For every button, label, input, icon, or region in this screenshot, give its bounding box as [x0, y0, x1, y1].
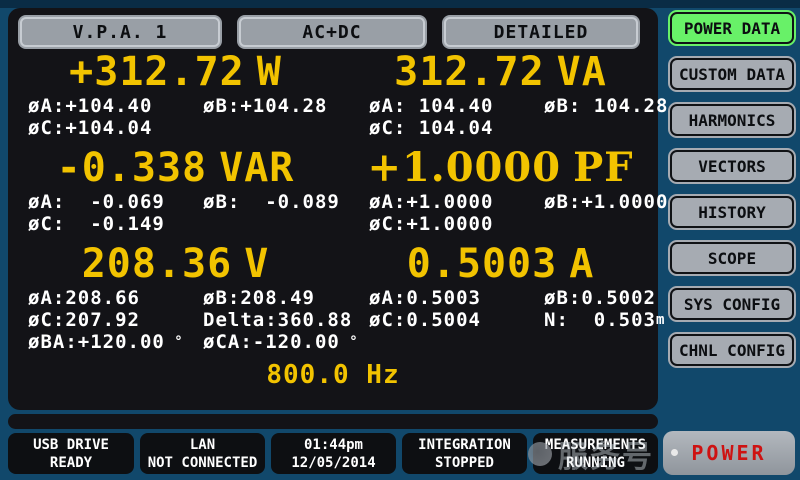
frequency-value: 800.0 Hz: [266, 360, 400, 390]
phase-reading: øA:+1.0000: [369, 191, 494, 213]
sidebar-menu: POWER DATA CUSTOM DATA HARMONICS VECTORS…: [668, 10, 796, 378]
sidebar-item-sys-config[interactable]: SYS CONFIG: [668, 286, 796, 322]
phase-reading: øCA:-120.00 °: [203, 331, 359, 353]
amps-value: 0.5003 A: [343, 241, 658, 287]
watts-unit: W: [256, 49, 282, 95]
va-section: 312.72 VA øA: 104.40 øB: 104.28 øC: 104.0…: [343, 49, 667, 139]
phase-reading: øA: -0.069: [28, 191, 165, 213]
volts-value: 208.36 V: [8, 241, 343, 287]
power-button-label: POWER: [691, 441, 767, 465]
pf-number: +1.0000: [367, 144, 562, 191]
var-phases: øA: -0.069 øB: -0.089 øC: -0.149: [8, 191, 343, 235]
phase-reading: øC: -0.149: [28, 213, 165, 235]
phase-reading: øC:207.92: [28, 309, 140, 331]
var-section: -0.338 VAR øA: -0.069 øB: -0.089 øC: -0.1…: [8, 139, 343, 235]
measurement-panel: V.P.A. 1 AC+DC DETAILED +312.72 W øA:+104…: [8, 8, 667, 410]
phase-reading: øB: -0.089: [203, 191, 340, 213]
var-value: -0.338 VAR: [8, 145, 343, 191]
phase-reading: øC:0.5004: [369, 309, 481, 331]
power-led-dot: [671, 449, 678, 456]
volts-phases: øA:208.66 øB:208.49 øC:207.92 Delta:360.…: [8, 287, 358, 353]
phase-reading: øB:0.5002: [544, 287, 656, 309]
var-number: -0.338: [56, 145, 208, 191]
sidebar-item-custom-data[interactable]: CUSTOM DATA: [668, 56, 796, 92]
watts-section: +312.72 W øA:+104.40 øB:+104.28 øC:+104.0…: [8, 49, 343, 139]
phase-reading: øB: 104.28: [544, 95, 669, 117]
status-integration[interactable]: INTEGRATION STOPPED: [402, 433, 527, 474]
phase-reading: øA: 104.40: [369, 95, 494, 117]
tab-detailed-label: DETAILED: [444, 17, 638, 47]
sidebar-item-vectors[interactable]: VECTORS: [668, 148, 796, 184]
watts-value: +312.72 W: [8, 49, 343, 95]
var-unit: VAR: [219, 145, 295, 191]
phase-reading: øBA:+120.00 °: [28, 331, 184, 353]
sidebar-item-chnl-config[interactable]: CHNL CONFIG: [668, 332, 796, 368]
status-bar: USB DRIVE READY LAN NOT CONNECTED 01:44p…: [8, 433, 658, 474]
amps-section: 0.5003 A øA:0.5003 øB:0.5002 øC:0.5004 N:…: [343, 235, 664, 353]
volts-section: 208.36 V øA:208.66 øB:208.49 øC:207.92 De…: [8, 235, 358, 353]
phase-reading: øC:+104.04: [28, 117, 153, 139]
phase-reading: øA:208.66: [28, 287, 140, 309]
phase-reading: øA:+104.40: [28, 95, 153, 117]
tab-ac-dc[interactable]: AC+DC: [237, 15, 427, 49]
status-lan[interactable]: LAN NOT CONNECTED: [140, 433, 265, 474]
amps-unit: A: [569, 241, 595, 287]
phase-reading: øA:0.5003: [369, 287, 481, 309]
pf-unit: PF: [573, 144, 634, 191]
amps-phases: øA:0.5003 øB:0.5002 øC:0.5004 N: 0.503m: [343, 287, 664, 331]
readings-grid: +312.72 W øA:+104.40 øB:+104.28 øC:+104.0…: [8, 49, 667, 353]
pf-section: +1.0000 PF øA:+1.0000 øB:+1.0000 øC:+1.00…: [343, 139, 667, 236]
status-usb-drive[interactable]: USB DRIVE READY: [8, 433, 134, 474]
phase-reading: øB:208.49: [203, 287, 315, 309]
sidebar-item-scope[interactable]: SCOPE: [668, 240, 796, 276]
tab-vpa1[interactable]: V.P.A. 1: [18, 15, 222, 49]
watts-number: +312.72: [69, 49, 245, 95]
phase-reading: øB:+1.0000: [544, 191, 669, 213]
pf-phases: øA:+1.0000 øB:+1.0000 øC:+1.0000: [343, 191, 667, 235]
sidebar-item-power-data[interactable]: POWER DATA: [668, 10, 796, 46]
power-button[interactable]: POWER: [663, 431, 795, 475]
phase-reading: øC: 104.04: [369, 117, 494, 139]
sidebar-item-history[interactable]: HISTORY: [668, 194, 796, 230]
top-edge-shade: [0, 0, 800, 8]
status-clock[interactable]: 01:44pm 12/05/2014: [271, 433, 396, 474]
watts-phases: øA:+104.40 øB:+104.28 øC:+104.04: [8, 95, 343, 139]
volts-number: 208.36: [81, 241, 233, 287]
clock-time: 01:44pm: [303, 436, 363, 453]
status-measurements[interactable]: MEASUREMENTS RUNNING: [533, 433, 658, 474]
phase-reading: øB:+104.28: [203, 95, 328, 117]
va-number: 312.72: [394, 49, 545, 95]
sidebar-item-harmonics[interactable]: HARMONICS: [668, 102, 796, 138]
tab-vpa1-label: V.P.A. 1: [20, 17, 220, 47]
phase-reading: N: 0.503m: [544, 309, 666, 331]
phase-reading: øC:+1.0000: [369, 213, 494, 235]
va-value: 312.72 VA: [343, 49, 658, 95]
tab-ac-dc-label: AC+DC: [239, 17, 425, 47]
phase-reading: Delta:360.88: [203, 309, 353, 331]
pf-value: +1.0000 PF: [343, 145, 658, 191]
va-unit: VA: [556, 49, 607, 95]
message-strip: [8, 414, 658, 429]
tab-detailed[interactable]: DETAILED: [442, 15, 640, 49]
volts-unit: V: [244, 241, 270, 287]
va-phases: øA: 104.40 øB: 104.28 øC: 104.04: [343, 95, 667, 139]
amps-number: 0.5003: [406, 241, 558, 287]
clock-date: 12/05/2014: [291, 454, 376, 471]
tab-bar: V.P.A. 1 AC+DC DETAILED: [8, 8, 658, 49]
